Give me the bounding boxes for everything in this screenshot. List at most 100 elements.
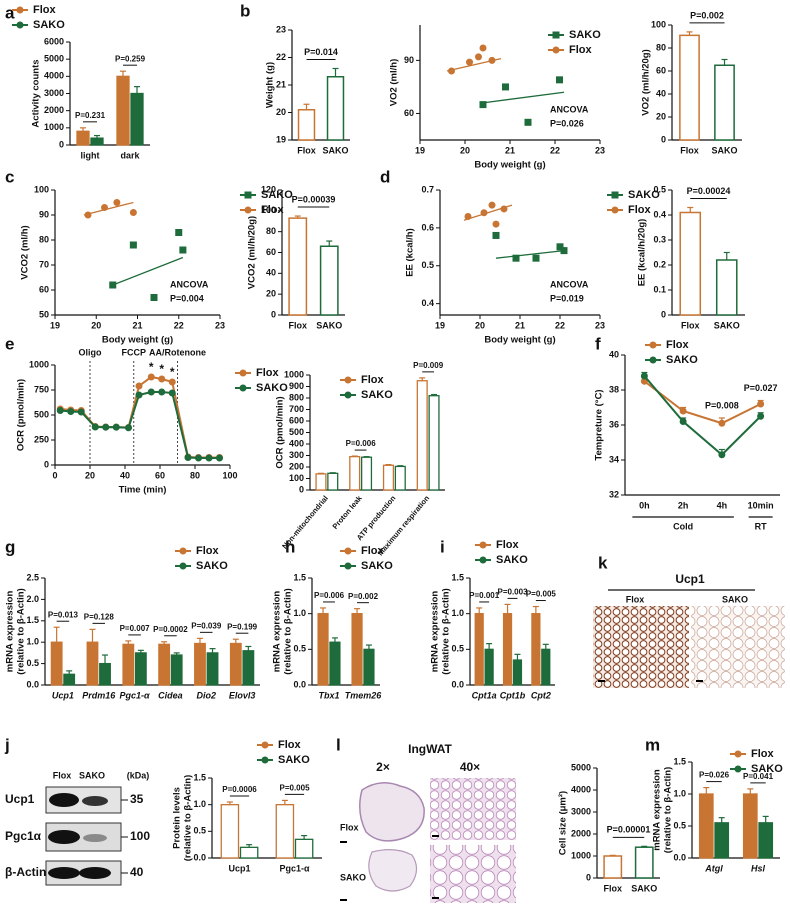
p-value: P=0.005 [526, 590, 557, 599]
legend-label: Flox [278, 739, 301, 751]
significance-star: * [149, 360, 154, 374]
p-value: P=0.041 [743, 772, 774, 781]
y-tick-label: 0.2 [653, 259, 666, 269]
y-tick-label: 800 [289, 392, 304, 402]
y-tick-label: 0.5 [673, 820, 686, 830]
x-tick-label: SAKO [631, 883, 657, 893]
x-tick-label: Prdm16 [82, 690, 116, 700]
p-value: P=0.039 [191, 621, 222, 630]
point [179, 246, 187, 254]
x-tick-label: 19 [415, 145, 425, 155]
legend-label: Flox [261, 204, 284, 216]
y-tick-label: 19 [276, 134, 286, 144]
point [102, 423, 110, 431]
y-tick-label: 1000 [29, 359, 49, 369]
point [129, 241, 137, 249]
y-tick-label: 3000 [571, 806, 591, 816]
point [488, 56, 496, 64]
legend-label: SAKO [196, 560, 228, 572]
legend-marker [611, 191, 619, 199]
micrograph [691, 606, 785, 688]
bar [158, 643, 171, 686]
x-tick-label: 22 [550, 145, 560, 155]
x-tick-label: Pgc1-α [120, 690, 151, 700]
bar [319, 245, 339, 316]
x-tick-label: Tbx1 [318, 690, 339, 700]
y-axis-label: Weight (g) [265, 62, 276, 108]
x-tick-label: 21 [132, 320, 142, 330]
series-line [643, 380, 762, 425]
y-tick-label: 1.0 [451, 608, 464, 618]
bar [99, 662, 111, 686]
legend-label: Flox [496, 539, 519, 551]
y-tick-label: 50 [39, 309, 49, 319]
y-tick-label: 4000 [44, 71, 64, 81]
y-tick-label: 500 [34, 409, 49, 419]
stage-label: AA/Rotenone [149, 347, 206, 357]
point [464, 213, 472, 221]
x-tick-label: SAKO [316, 320, 342, 330]
p-value: P=0.00001 [607, 825, 651, 835]
stage-label: Oligo [79, 347, 102, 357]
x-tick-label: 19 [50, 320, 60, 330]
y-tick-label: 0.5 [26, 658, 39, 668]
y-tick-label: 90 [404, 55, 414, 65]
y-tick-label: 0.0 [293, 679, 306, 689]
point [475, 53, 482, 61]
legend-label: Flox [666, 339, 689, 351]
y-tick-label: 0.4 [653, 209, 666, 219]
y-tick-label: 20 [656, 111, 666, 121]
bar [698, 793, 714, 859]
y-axis-label: (relative to β-Actin) [16, 588, 27, 675]
legend-label: Flox [196, 545, 219, 557]
point [147, 388, 155, 396]
bar [297, 109, 316, 141]
fit-line [495, 249, 565, 259]
x-tick-label: 23 [595, 145, 605, 155]
y-tick-label: 1000 [44, 122, 64, 132]
bar [715, 259, 738, 316]
legend-label: SAKO [361, 560, 393, 572]
legend-marker [261, 741, 269, 749]
bar [714, 822, 730, 859]
y-tick-label: 500 [289, 427, 304, 437]
legend-marker [552, 46, 560, 54]
bar [242, 650, 255, 686]
panel-letter: k [598, 553, 608, 572]
y-tick-label: 0.3 [653, 234, 666, 244]
panel-letter: f [595, 334, 601, 353]
group-label: Flox [626, 594, 645, 604]
p-value: P=0.026 [699, 771, 730, 780]
fit-line [112, 256, 184, 286]
point [479, 101, 487, 109]
x-tick-label: Cidea [158, 690, 183, 700]
point [135, 382, 143, 390]
y-tick-label: 20 [266, 289, 276, 299]
y-tick-label: 0.5 [421, 260, 434, 270]
magnification: 40× [460, 760, 480, 774]
point [125, 424, 132, 432]
bar [76, 130, 90, 146]
panel-letter: d [380, 167, 390, 186]
x-tick-label: dark [120, 150, 140, 160]
y-tick-label: 4000 [571, 784, 591, 794]
y-axis-label: Cell size (μm²) [558, 791, 569, 855]
series-line [643, 375, 762, 457]
x-tick-label: 0h [639, 500, 650, 510]
y-tick-label: 20 [276, 107, 286, 117]
lane-label: SAKO [79, 770, 105, 780]
x-axis-label: Body weight (g) [102, 335, 173, 346]
annotation: ANCOVA [550, 104, 589, 114]
x-tick-label: 20 [85, 470, 95, 480]
bar [742, 793, 758, 859]
legend-marker [479, 541, 487, 549]
point [101, 204, 108, 211]
legend-marker [244, 191, 252, 199]
p-value: P=0.00039 [292, 194, 336, 204]
legend-label: Flox [361, 374, 384, 386]
y-tick-label: 300 [289, 450, 304, 460]
band [48, 867, 80, 879]
x-axis-label: Time (min) [119, 485, 167, 496]
y-axis-label: EE (kcal/h) [405, 228, 416, 277]
p-value: P=0.006 [314, 591, 345, 600]
